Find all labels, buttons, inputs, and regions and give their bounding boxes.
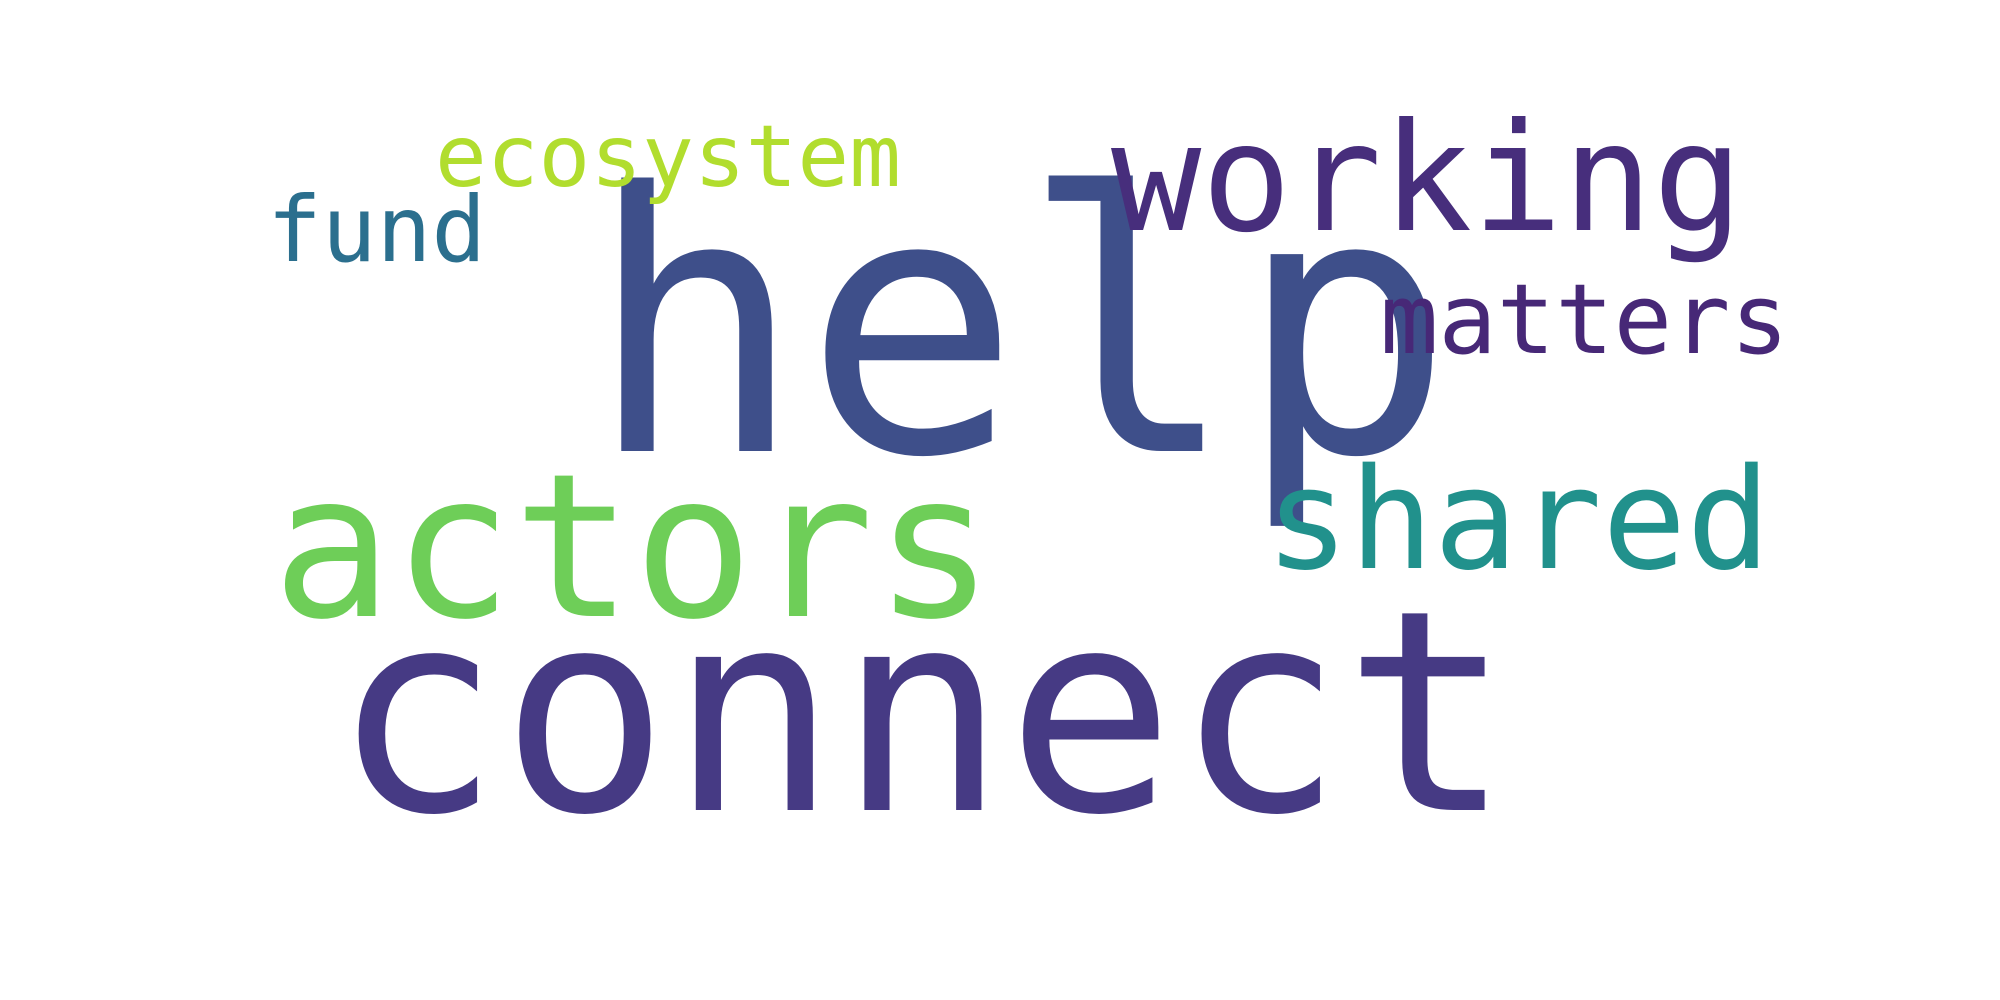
word-working: working — [1111, 92, 1744, 266]
word-ecosystem: ecosystem — [435, 107, 901, 207]
word-actors: actors — [272, 431, 995, 664]
word-fund: fund — [267, 178, 487, 283]
word-matters: matters — [1380, 263, 1789, 376]
word-help: help — [587, 117, 1454, 536]
word-shared: shared — [1265, 439, 1771, 602]
word-connect: connect — [332, 551, 1513, 877]
